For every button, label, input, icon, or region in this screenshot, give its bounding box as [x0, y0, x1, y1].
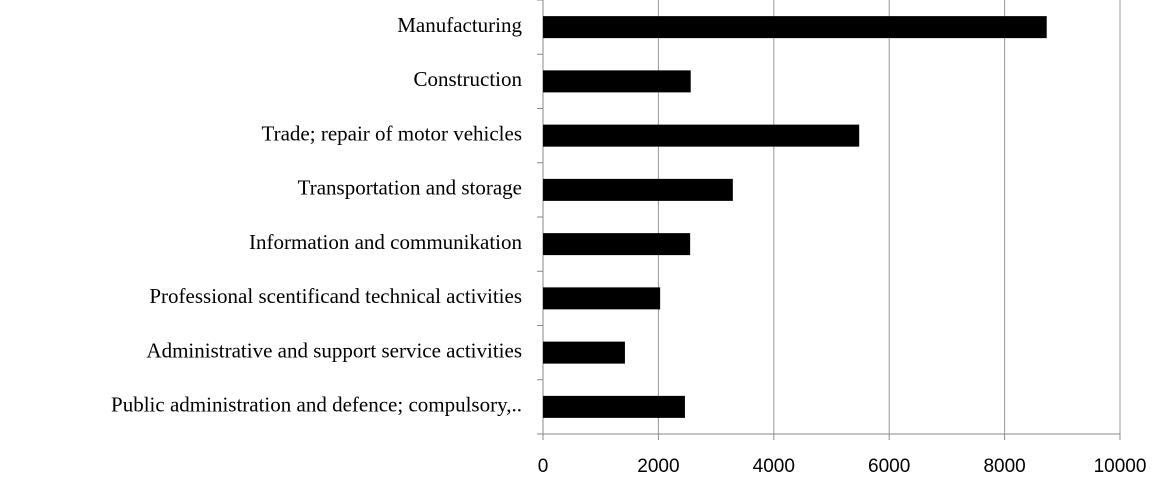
y-tick-label: Professional scentificand technical acti…	[149, 284, 522, 308]
x-tick-label: 10000	[1094, 456, 1147, 477]
y-tick-label: Information and communikation	[249, 230, 522, 254]
bar	[543, 341, 625, 364]
bar	[543, 395, 685, 418]
y-tick-label: Administrative and support service activ…	[146, 338, 522, 362]
x-tick-label: 4000	[753, 456, 795, 477]
x-tick-label: 2000	[637, 456, 679, 477]
y-tick-label: Manufacturing	[397, 13, 522, 37]
x-tick-label: 0	[538, 456, 549, 477]
bar	[543, 178, 733, 201]
bar	[543, 16, 1047, 39]
x-tick-label: 6000	[868, 456, 910, 477]
x-tick-label: 8000	[983, 456, 1025, 477]
bar	[543, 287, 661, 310]
bar	[543, 70, 691, 93]
y-tick-label: Construction	[414, 67, 523, 91]
y-tick-label: Transportation and storage	[298, 176, 522, 200]
y-tick-label: Trade; repair of motor vehicles	[262, 121, 522, 145]
bar	[543, 124, 860, 147]
y-tick-label: Public administration and defence; compu…	[111, 393, 522, 417]
bar	[543, 233, 691, 256]
